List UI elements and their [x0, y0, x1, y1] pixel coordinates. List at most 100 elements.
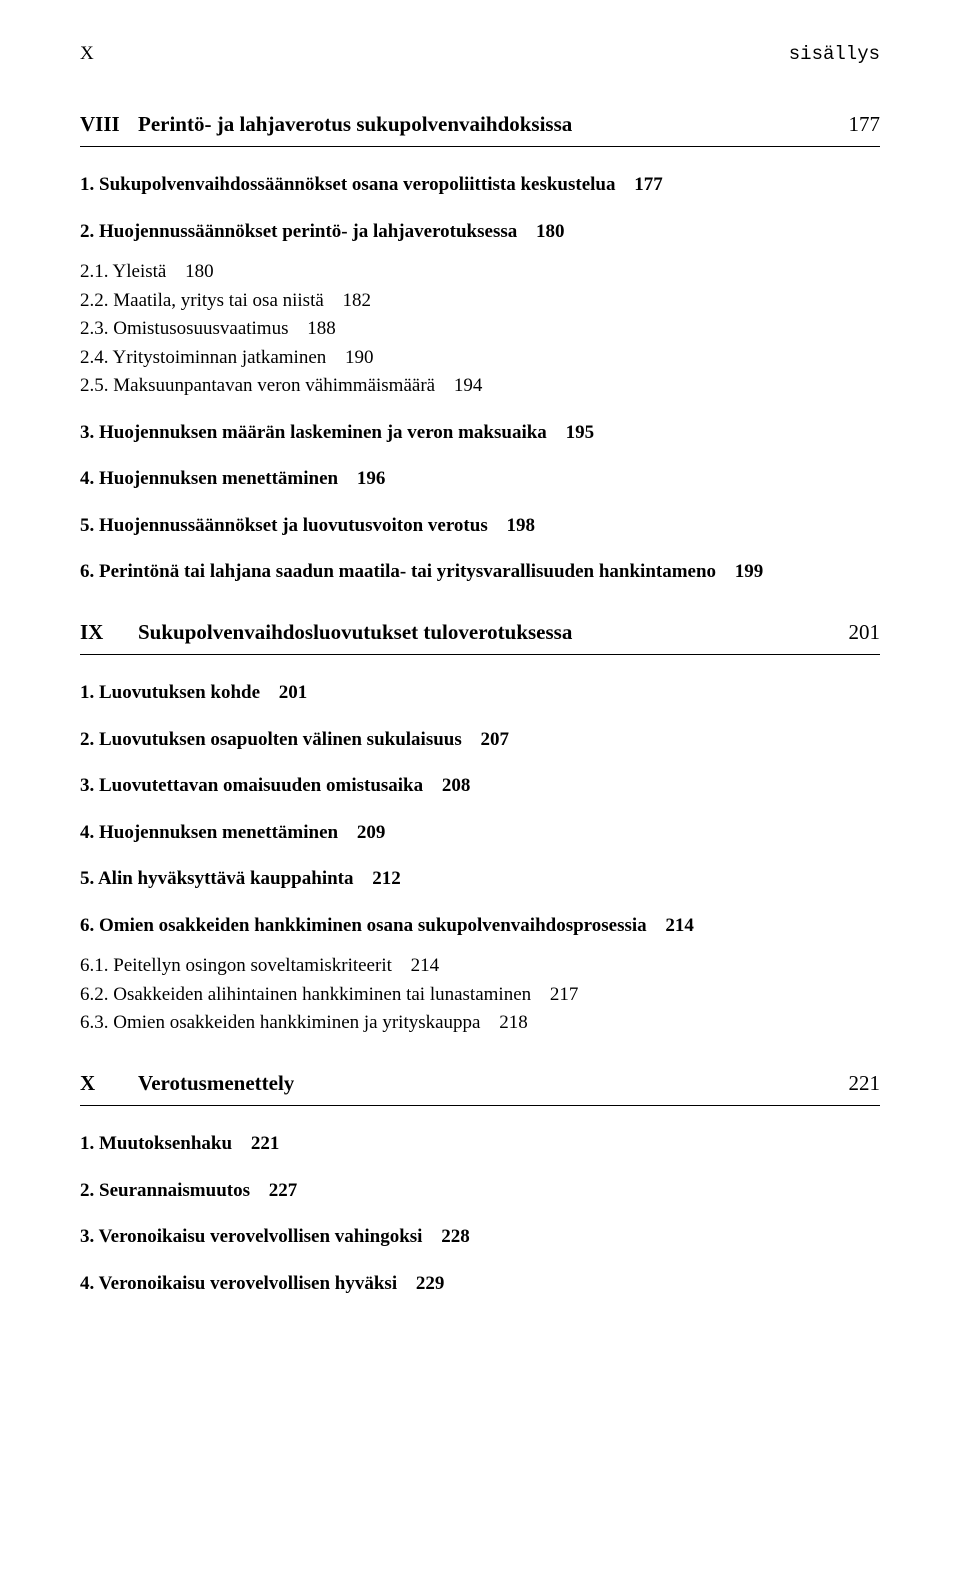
entry-text: Huojennussäännökset ja luovutusvoiton ve…: [99, 515, 488, 536]
page-header: X sisällys: [80, 40, 880, 69]
section-title-row: IX Sukupolvenvaihdosluovutukset tulovero…: [80, 617, 880, 649]
entry-page: 209: [357, 822, 386, 843]
entry-num: 1.: [80, 174, 94, 195]
section-title: Perintö- ja lahjaverotus sukupolvenvaihd…: [138, 109, 829, 141]
toc-entry: 1. Muutoksenhaku 221: [80, 1130, 880, 1159]
entry-text: Omien osakkeiden hankkiminen ja yrityska…: [113, 1012, 480, 1033]
entry-text: Muutoksenhaku: [99, 1133, 232, 1154]
entry-num: 6.1.: [80, 955, 109, 976]
section-viii: VIII Perintö- ja lahjaverotus sukupolven…: [80, 109, 880, 587]
toc-subentry: 6.2. Osakkeiden alihintainen hankkiminen…: [80, 981, 880, 1010]
entry-page: 198: [506, 515, 535, 536]
entry-num: 6.: [80, 561, 94, 582]
entry-num: 1.: [80, 682, 94, 703]
section-ix: IX Sukupolvenvaihdosluovutukset tulovero…: [80, 617, 880, 1038]
entry-num: 4.: [80, 1273, 94, 1294]
toc-subentry: 2.3. Omistusosuusvaatimus 188: [80, 315, 880, 344]
entry-num: 2.1.: [80, 261, 109, 282]
entry-num: 2.4.: [80, 347, 109, 368]
entry-page: 227: [269, 1180, 298, 1201]
entry-num: 5.: [80, 868, 94, 889]
entry-text: Sukupolvenvaihdossäännökset osana veropo…: [99, 174, 616, 195]
entry-num: 5.: [80, 515, 94, 536]
section-roman: X: [80, 1068, 138, 1100]
entry-num: 1.: [80, 1133, 94, 1154]
section-title-row: VIII Perintö- ja lahjaverotus sukupolven…: [80, 109, 880, 141]
entry-text: Osakkeiden alihintainen hankkiminen tai …: [113, 984, 531, 1005]
entry-page: 196: [357, 468, 386, 489]
entry-num: 2.: [80, 729, 94, 750]
toc-entry: 4. Huojennuksen menettäminen 196: [80, 465, 880, 494]
entry-page: 201: [279, 682, 308, 703]
section-title: Verotusmenettely: [138, 1068, 829, 1100]
entry-page: 182: [343, 290, 372, 311]
section-rule: [80, 146, 880, 147]
entry-page: 212: [372, 868, 401, 889]
entry-num: 2.2.: [80, 290, 109, 311]
section-roman: VIII: [80, 109, 138, 141]
entry-text: Huojennuksen määrän laskeminen ja veron …: [99, 422, 547, 443]
toc-entry: 2. Seurannaismuutos 227: [80, 1177, 880, 1206]
header-roman: X: [80, 40, 94, 69]
entry-page: 180: [536, 221, 565, 242]
entry-num: 2.: [80, 1180, 94, 1201]
toc-entry: 4. Huojennuksen menettäminen 209: [80, 819, 880, 848]
entry-text: Omistusosuusvaatimus: [113, 318, 288, 339]
section-rule: [80, 1105, 880, 1106]
entry-text: Veronoikaisu verovelvollisen vahingoksi: [99, 1226, 423, 1247]
section-x: X Verotusmenettely 221 1. Muutoksenhaku …: [80, 1068, 880, 1299]
toc-entry: 6. Omien osakkeiden hankkiminen osana su…: [80, 912, 880, 941]
section-roman: IX: [80, 617, 138, 649]
toc-entry: 2. Luovutuksen osapuolten välinen sukula…: [80, 726, 880, 755]
entry-num: 3.: [80, 1226, 94, 1247]
entry-text: Luovutettavan omaisuuden omistusaika: [99, 775, 423, 796]
toc-entry: 1. Luovutuksen kohde 201: [80, 679, 880, 708]
entry-page: 180: [185, 261, 214, 282]
entry-text: Yritystoiminnan jatkaminen: [113, 347, 327, 368]
entry-text: Huojennussäännökset perintö- ja lahjaver…: [99, 221, 517, 242]
entry-text: Maksuunpantavan veron vähimmäismäärä: [113, 375, 435, 396]
entry-text: Seurannaismuutos: [99, 1180, 250, 1201]
entry-num: 2.5.: [80, 375, 109, 396]
toc-subentry: 6.3. Omien osakkeiden hankkiminen ja yri…: [80, 1009, 880, 1038]
entry-text: Yleistä: [113, 261, 167, 282]
entry-num: 2.: [80, 221, 94, 242]
entry-page: 221: [251, 1133, 280, 1154]
toc-entry: 3. Huojennuksen määrän laskeminen ja ver…: [80, 419, 880, 448]
entry-page: 194: [454, 375, 483, 396]
entry-page: 218: [499, 1012, 528, 1033]
entry-page: 229: [416, 1273, 445, 1294]
entry-text: Huojennuksen menettäminen: [99, 468, 338, 489]
toc-entry: 4. Veronoikaisu verovelvollisen hyväksi …: [80, 1270, 880, 1299]
entry-page: 177: [634, 174, 663, 195]
entry-text: Alin hyväksyttävä kauppahinta: [98, 868, 354, 889]
toc-entry: 5. Alin hyväksyttävä kauppahinta 212: [80, 865, 880, 894]
toc-entry: 1. Sukupolvenvaihdossäännökset osana ver…: [80, 171, 880, 200]
section-title: Sukupolvenvaihdosluovutukset tuloverotuk…: [138, 617, 829, 649]
section-page: 201: [849, 617, 881, 649]
entry-num: 6.3.: [80, 1012, 109, 1033]
entry-num: 6.: [80, 915, 94, 936]
entry-page: 217: [550, 984, 579, 1005]
entry-num: 2.3.: [80, 318, 109, 339]
entry-page: 190: [345, 347, 374, 368]
entry-num: 4.: [80, 468, 94, 489]
entry-text: Luovutuksen osapuolten välinen sukulaisu…: [99, 729, 462, 750]
section-rule: [80, 654, 880, 655]
entry-page: 188: [307, 318, 336, 339]
entry-page: 214: [411, 955, 440, 976]
section-page: 177: [849, 109, 881, 141]
header-label: sisällys: [789, 40, 880, 69]
entry-num: 3.: [80, 775, 94, 796]
toc-subentry: 2.2. Maatila, yritys tai osa niistä 182: [80, 287, 880, 316]
toc-entry: 6. Perintönä tai lahjana saadun maatila-…: [80, 558, 880, 587]
entry-page: 228: [441, 1226, 470, 1247]
entry-num: 4.: [80, 822, 94, 843]
toc-entry: 3. Veronoikaisu verovelvollisen vahingok…: [80, 1223, 880, 1252]
entry-text: Peitellyn osingon soveltamiskriteerit: [113, 955, 392, 976]
section-title-row: X Verotusmenettely 221: [80, 1068, 880, 1100]
toc-subentry: 2.5. Maksuunpantavan veron vähimmäismäär…: [80, 372, 880, 401]
toc-subentry: 6.1. Peitellyn osingon soveltamiskriteer…: [80, 952, 880, 981]
toc-subentry: 2.1. Yleistä 180: [80, 258, 880, 287]
entry-text: Huojennuksen menettäminen: [99, 822, 338, 843]
